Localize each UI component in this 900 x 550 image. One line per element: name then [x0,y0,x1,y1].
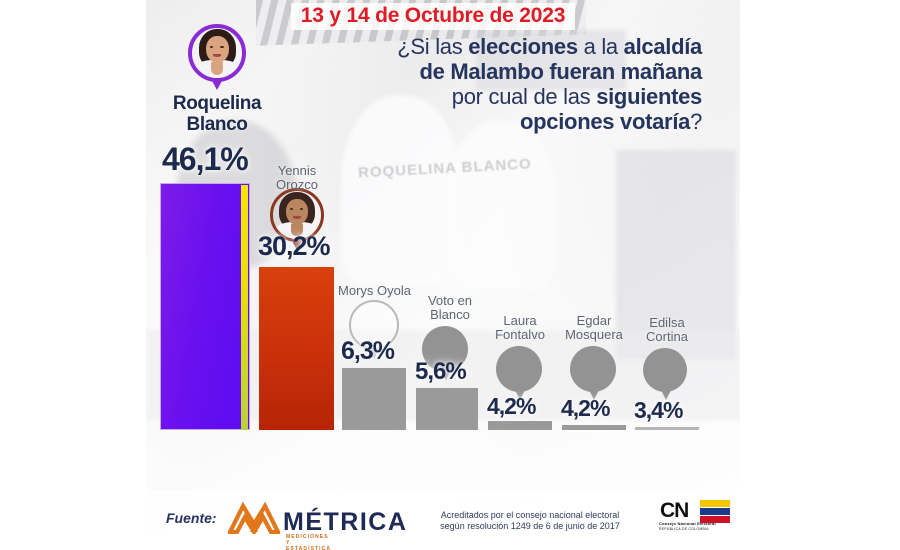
marker-morys-oyola [349,300,399,350]
metrica-mountain-icon [228,501,280,534]
value-laura-fontalvo: 4,2% [487,393,536,419]
question-line-4: opciones votaría? [520,109,702,134]
accreditation-line-2: según resolución 1249 de 6 de junio de 2… [440,521,620,531]
bar-laura-fontalvo [488,421,552,430]
cne-mark: CN [660,499,689,522]
bar-edilsa-cortina [635,427,699,430]
backdrop-band-2 [616,150,736,360]
background-photo: ROQUELINA BLANCO [146,0,740,550]
bar-morys-oyola [342,368,406,430]
candidate-name-yennis-orozco: Yennis Orozco [276,163,318,193]
candidate-name-edilsa-cortina: Edilsa Cortina [646,315,688,345]
value-egdar-mosquera: 4,2% [561,395,610,421]
poll-date: 13 y 14 de Octubre de 2023 [290,3,576,30]
candidate-name-egdar-mosquera: Egdar Mosquera [565,313,623,343]
cne-logo: CN Consejo Nacional Electoral REPÚBLICA … [658,496,732,536]
cne-subtitle: REPÚBLICA DE COLOMBIA [659,527,709,531]
metrica-wordmark: MÉTRICA [283,508,408,536]
value-roquelina-blanco: 46,1% [162,141,249,177]
accreditation-line-1: Acreditados por el consejo nacional elec… [440,510,620,520]
accreditation-text: Acreditados por el consejo nacional elec… [408,510,652,532]
marker-pointer-voto-en-blanco [441,370,451,380]
bar-accent-stripe [241,185,248,430]
question-line-2: de Malambo fueran mañana [419,59,702,84]
cne-name: Consejo Nacional Electoral [659,521,716,526]
candidate-name-morys-oyola: Morys Oyola [338,283,411,299]
backdrop-person-2 [446,120,556,290]
value-morys-oyola: 6,3% [341,337,395,365]
marker-laura-fontalvo [496,346,542,392]
value-yennis-orozco: 30,2% [258,231,331,261]
marker-edilsa-cortina [643,348,687,392]
letterbox-right [740,0,900,550]
question-line-1: ¿Si las elecciones a la alcaldía [397,34,702,59]
marker-voto-en-blanco [422,326,468,372]
candidate-name-roquelina-blanco: Roquelina Blanco [172,93,262,135]
avatar-pointer [291,239,303,250]
bar-egdar-mosquera [562,425,626,430]
marker-pointer-laura-fontalvo [515,390,525,400]
backdrop-person-1 [341,95,461,285]
avatar-photo [192,28,242,78]
cne-flag-blue [700,508,730,515]
bar-roquelina-blanco [160,183,250,430]
value-edilsa-cortina: 3,4% [634,397,683,423]
cne-flag-yellow [700,500,730,507]
footer: Fuente: MÉTRICA MEDICIONES Y ESTADÍSTICA… [146,490,740,550]
avatar-pointer [211,79,223,90]
source-label: Fuente: [166,510,217,526]
poll-question: ¿Si las elecciones a la alcaldía de Mala… [146,34,720,134]
bar-yennis-orozco [259,267,334,430]
candidate-name-laura-fontalvo: Laura Fontalvo [495,313,545,343]
question-line-3: por cual de las siguientes [451,84,703,109]
backdrop-band-1 [476,30,626,90]
cne-flag-red [700,516,730,523]
header: 13 y 14 de Octubre de 2023 ¿Si las elecc… [146,0,740,134]
marker-egdar-mosquera [570,346,616,392]
avatar-roquelina-blanco [188,24,246,90]
avatar-photo [273,191,321,239]
marker-pointer-morys-oyola [369,349,379,359]
bar-chart: Roquelina Blanco 46,1% Yennis Orozco [146,0,740,550]
marker-pointer-egdar-mosquera [589,390,599,400]
date-row: 13 y 14 de Octubre de 2023 [146,3,720,30]
marker-pointer-edilsa-cortina [661,390,671,400]
candidate-name-voto-en-blanco: Voto en Blanco [427,293,473,323]
bar-voto-en-blanco [416,388,478,430]
letterbox-left [0,0,146,550]
value-voto-en-blanco: 5,6% [415,358,467,385]
metrica-tagline: MEDICIONES Y ESTADÍSTICA [286,534,332,550]
avatar-yennis-orozco [270,188,324,250]
